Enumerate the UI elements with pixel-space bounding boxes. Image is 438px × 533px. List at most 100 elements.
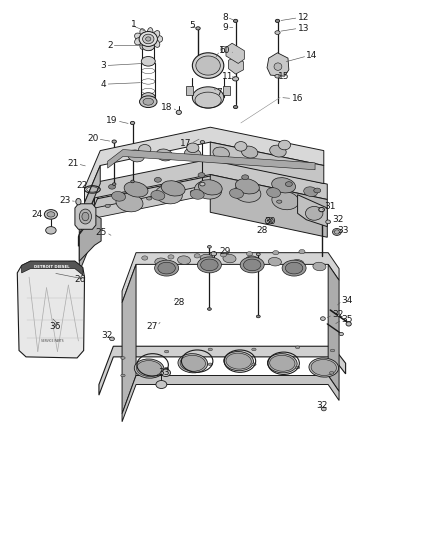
Polygon shape — [79, 159, 327, 235]
Ellipse shape — [268, 354, 297, 373]
Ellipse shape — [329, 372, 334, 374]
Polygon shape — [186, 86, 193, 95]
Polygon shape — [328, 264, 339, 391]
Ellipse shape — [279, 140, 290, 150]
Ellipse shape — [153, 30, 160, 39]
Ellipse shape — [310, 206, 315, 209]
Ellipse shape — [244, 259, 261, 271]
Ellipse shape — [321, 317, 325, 320]
Ellipse shape — [240, 257, 264, 273]
Ellipse shape — [143, 98, 153, 105]
Ellipse shape — [265, 217, 273, 224]
Ellipse shape — [286, 262, 303, 274]
Ellipse shape — [235, 142, 247, 151]
Text: 12: 12 — [297, 13, 309, 22]
Text: 3: 3 — [101, 61, 106, 70]
Text: 25: 25 — [96, 228, 107, 237]
Ellipse shape — [270, 145, 286, 157]
Text: 7: 7 — [216, 87, 222, 96]
Ellipse shape — [161, 181, 185, 196]
Ellipse shape — [256, 315, 260, 318]
Ellipse shape — [194, 254, 200, 258]
Ellipse shape — [208, 363, 212, 366]
Polygon shape — [229, 56, 244, 74]
Ellipse shape — [334, 230, 339, 234]
Ellipse shape — [194, 181, 222, 199]
Text: 2: 2 — [107, 41, 113, 50]
Polygon shape — [80, 184, 326, 255]
Ellipse shape — [124, 182, 148, 197]
Text: 14: 14 — [306, 52, 318, 60]
Ellipse shape — [192, 87, 224, 108]
Ellipse shape — [267, 219, 272, 222]
Ellipse shape — [196, 56, 220, 75]
Ellipse shape — [274, 63, 282, 70]
Ellipse shape — [177, 256, 191, 264]
Ellipse shape — [321, 407, 326, 411]
Ellipse shape — [299, 249, 305, 254]
Ellipse shape — [137, 361, 162, 376]
Polygon shape — [75, 204, 96, 229]
Text: 32: 32 — [316, 401, 328, 410]
Ellipse shape — [146, 37, 151, 41]
Polygon shape — [85, 160, 324, 229]
Text: 30: 30 — [264, 217, 276, 227]
Ellipse shape — [178, 354, 208, 373]
Ellipse shape — [200, 141, 205, 144]
Ellipse shape — [224, 352, 254, 371]
Text: 32: 32 — [332, 215, 343, 224]
Text: 29: 29 — [219, 247, 230, 256]
Text: 32: 32 — [101, 331, 113, 340]
Ellipse shape — [76, 198, 81, 205]
Text: 6: 6 — [219, 46, 225, 55]
Text: DETROIT DIESEL: DETROIT DIESEL — [35, 265, 70, 269]
Text: 23: 23 — [59, 196, 71, 205]
Ellipse shape — [128, 150, 144, 162]
Ellipse shape — [79, 209, 92, 224]
Ellipse shape — [47, 212, 55, 217]
Polygon shape — [85, 127, 324, 203]
Ellipse shape — [158, 262, 175, 274]
Ellipse shape — [121, 374, 125, 377]
Ellipse shape — [233, 77, 239, 81]
Text: SERVICE PARTS: SERVICE PARTS — [41, 339, 64, 343]
Ellipse shape — [326, 220, 331, 224]
Ellipse shape — [155, 258, 168, 266]
Polygon shape — [210, 174, 327, 237]
Ellipse shape — [151, 190, 165, 200]
Ellipse shape — [156, 381, 167, 389]
Ellipse shape — [155, 36, 162, 43]
Text: 16: 16 — [291, 94, 303, 103]
Text: 8: 8 — [222, 13, 228, 22]
Ellipse shape — [164, 350, 169, 353]
Ellipse shape — [275, 31, 280, 35]
Ellipse shape — [272, 191, 299, 209]
Ellipse shape — [176, 110, 181, 115]
Ellipse shape — [208, 348, 212, 351]
Text: 21: 21 — [67, 159, 78, 168]
Ellipse shape — [241, 146, 258, 158]
Polygon shape — [223, 86, 230, 95]
Ellipse shape — [233, 106, 238, 109]
Polygon shape — [122, 264, 136, 414]
Text: 28: 28 — [173, 298, 184, 307]
Ellipse shape — [134, 33, 142, 41]
Ellipse shape — [196, 27, 200, 30]
Text: 31: 31 — [325, 203, 336, 212]
Ellipse shape — [309, 358, 339, 377]
Ellipse shape — [246, 256, 259, 264]
Text: 34: 34 — [341, 296, 353, 305]
Text: 18: 18 — [161, 103, 173, 112]
Ellipse shape — [105, 204, 110, 207]
Text: 5: 5 — [189, 21, 195, 30]
Ellipse shape — [156, 149, 173, 161]
Text: 9: 9 — [222, 23, 228, 33]
Text: 35: 35 — [341, 315, 353, 324]
Ellipse shape — [82, 212, 89, 221]
Polygon shape — [122, 375, 339, 422]
Ellipse shape — [208, 246, 212, 248]
Ellipse shape — [141, 93, 155, 102]
Ellipse shape — [155, 260, 179, 276]
Polygon shape — [79, 214, 101, 261]
Polygon shape — [99, 346, 346, 395]
